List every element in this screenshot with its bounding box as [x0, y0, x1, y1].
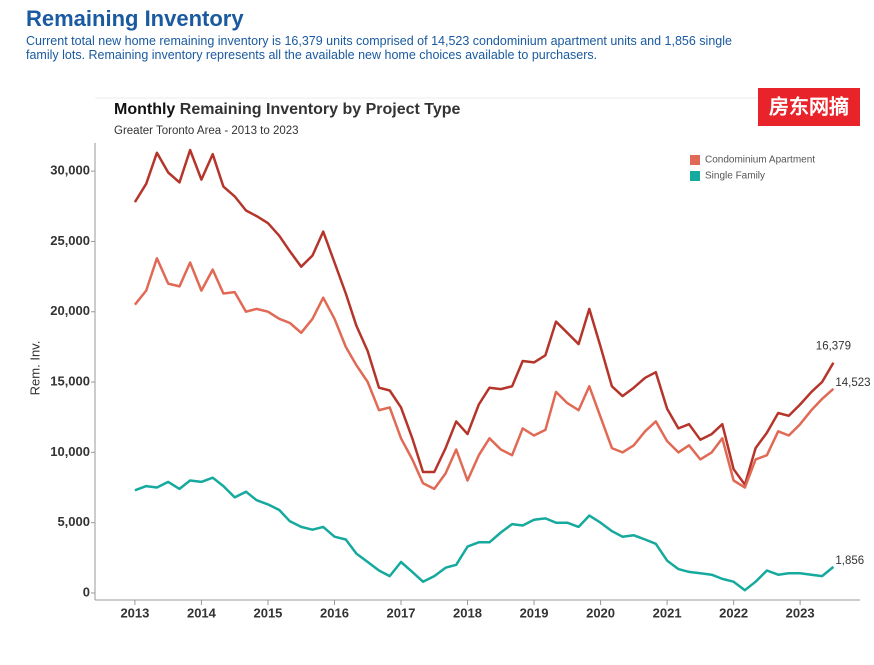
y-tick-label: 30,000 [50, 163, 90, 178]
legend-label: Single Family [705, 171, 765, 182]
end-label: 1,856 [835, 555, 864, 567]
y-tick-label: 5,000 [57, 514, 90, 529]
series-line [134, 476, 835, 592]
series-line [133, 148, 835, 486]
chart-title-rest: Remaining Inventory by Project Type [180, 101, 461, 118]
y-tick-label: 10,000 [50, 444, 90, 459]
x-tick-label: 2020 [586, 605, 615, 620]
x-tick-label: 2016 [320, 605, 349, 620]
legend-swatch [690, 171, 700, 181]
chart-title: Monthly Remaining Inventory by Project T… [114, 101, 461, 118]
description: Current total new home remaining invento… [26, 34, 732, 62]
end-label: 14,523 [835, 377, 870, 389]
legend-swatch [690, 155, 700, 165]
y-axis-label: Rem. Inv. [27, 341, 42, 396]
page-title: Remaining Inventory [26, 6, 244, 31]
y-tick-label: 25,000 [50, 233, 90, 248]
watermark: 房东网摘 [769, 94, 849, 118]
x-tick-label: 2015 [253, 605, 282, 620]
x-tick-label: 2014 [187, 605, 217, 620]
y-tick-label: 0 [83, 584, 90, 599]
x-tick-label: 2017 [387, 605, 416, 620]
end-label: 16,379 [816, 341, 851, 353]
x-tick-label: 2018 [453, 605, 482, 620]
chart-subtitle: Greater Toronto Area - 2013 to 2023 [114, 125, 299, 137]
y-tick-label: 20,000 [50, 303, 90, 318]
y-tick-label: 15,000 [50, 373, 90, 388]
x-tick-label: 2013 [120, 605, 149, 620]
x-tick-label: 2019 [520, 605, 549, 620]
x-tick-label: 2022 [719, 605, 748, 620]
x-tick-label: 2021 [653, 605, 682, 620]
x-tick-label: 2023 [786, 605, 815, 620]
legend-label: Condominium Apartment [705, 155, 815, 166]
watermark-box [758, 88, 860, 126]
series-line [133, 257, 835, 491]
header: Remaining Inventory Current total new ho… [26, 6, 866, 62]
chart-title-bold: Monthly [114, 101, 175, 118]
